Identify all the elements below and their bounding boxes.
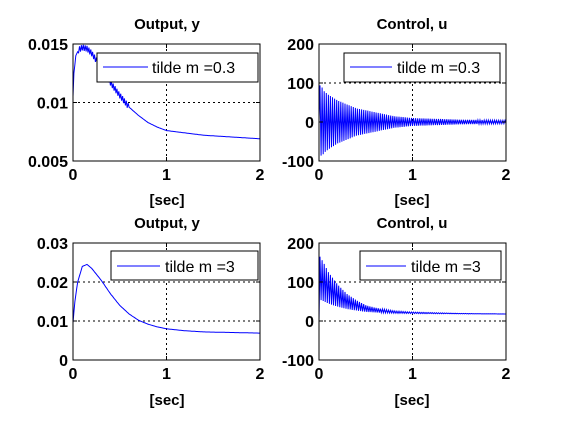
x-tick-label: 1 [162,167,171,184]
plot-title: Output, y [134,215,200,232]
y-tick-label: 0.01 [37,314,68,331]
x-tick-label: 0 [69,366,78,383]
y-tick-label: 200 [287,37,314,54]
plot-area: 0 1 2 0 0.01 0.02 0.03 [37,236,265,383]
subplot-output-y-1: Output, y 0 1 2 0.005 0.01 0.015 [sec] tilde … [28,16,265,209]
y-tick-label: 200 [287,236,314,253]
x-axis-label: [sec] [394,192,429,209]
legend-label: tilde m =0.3 [397,60,480,77]
x-tick-label: 1 [408,167,417,184]
x-axis-label: [sec] [149,192,184,209]
x-tick-label: 0 [69,167,78,184]
legend: tilde m =3 [110,250,259,281]
y-tick-label: 0 [305,115,314,132]
plot-title: Control, u [377,215,448,232]
y-tick-label: 0 [305,314,314,331]
series-line [318,256,506,322]
legend: tilde m =0.3 [343,52,501,83]
y-tick-label: -100 [282,353,314,370]
legend-label: tilde m =0.3 [152,60,235,77]
y-tick-label: 0.03 [37,236,68,253]
y-tick-label: 100 [287,76,314,93]
legend-label: tilde m =3 [165,259,235,276]
x-axis-label: [sec] [394,392,429,409]
legend-label: tilde m =3 [411,259,481,276]
series-line [72,263,260,334]
legend-box [343,52,501,83]
x-axis-label: [sec] [149,392,184,409]
x-tick-label: 0 [315,366,324,383]
y-tick-label: 0.015 [28,37,68,54]
series-line [318,85,507,156]
y-tick-label: 0.02 [37,275,68,292]
subplot-output-y-2: Output, y 0 1 2 0 0.01 0.02 0.03 [sec] tilde m… [37,215,265,409]
y-tick-label: 0 [59,353,68,370]
plot-title: Output, y [134,16,200,33]
x-tick-label: 2 [256,366,265,383]
x-tick-label: 1 [408,366,417,383]
legend: tilde m =0.3 [96,52,259,83]
x-tick-label: 2 [502,167,511,184]
y-tick-label: 0.005 [28,154,68,171]
y-tick-label: 100 [287,275,314,292]
plot-title: Control, u [377,16,448,33]
x-tick-label: 2 [256,167,265,184]
legend-box [96,52,259,83]
x-tick-label: 2 [502,366,511,383]
x-tick-label: 0 [315,167,324,184]
x-tick-label: 1 [162,366,171,383]
legend: tilde m =3 [359,250,502,281]
y-tick-label: -100 [282,154,314,171]
y-tick-label: 0.01 [37,96,68,113]
